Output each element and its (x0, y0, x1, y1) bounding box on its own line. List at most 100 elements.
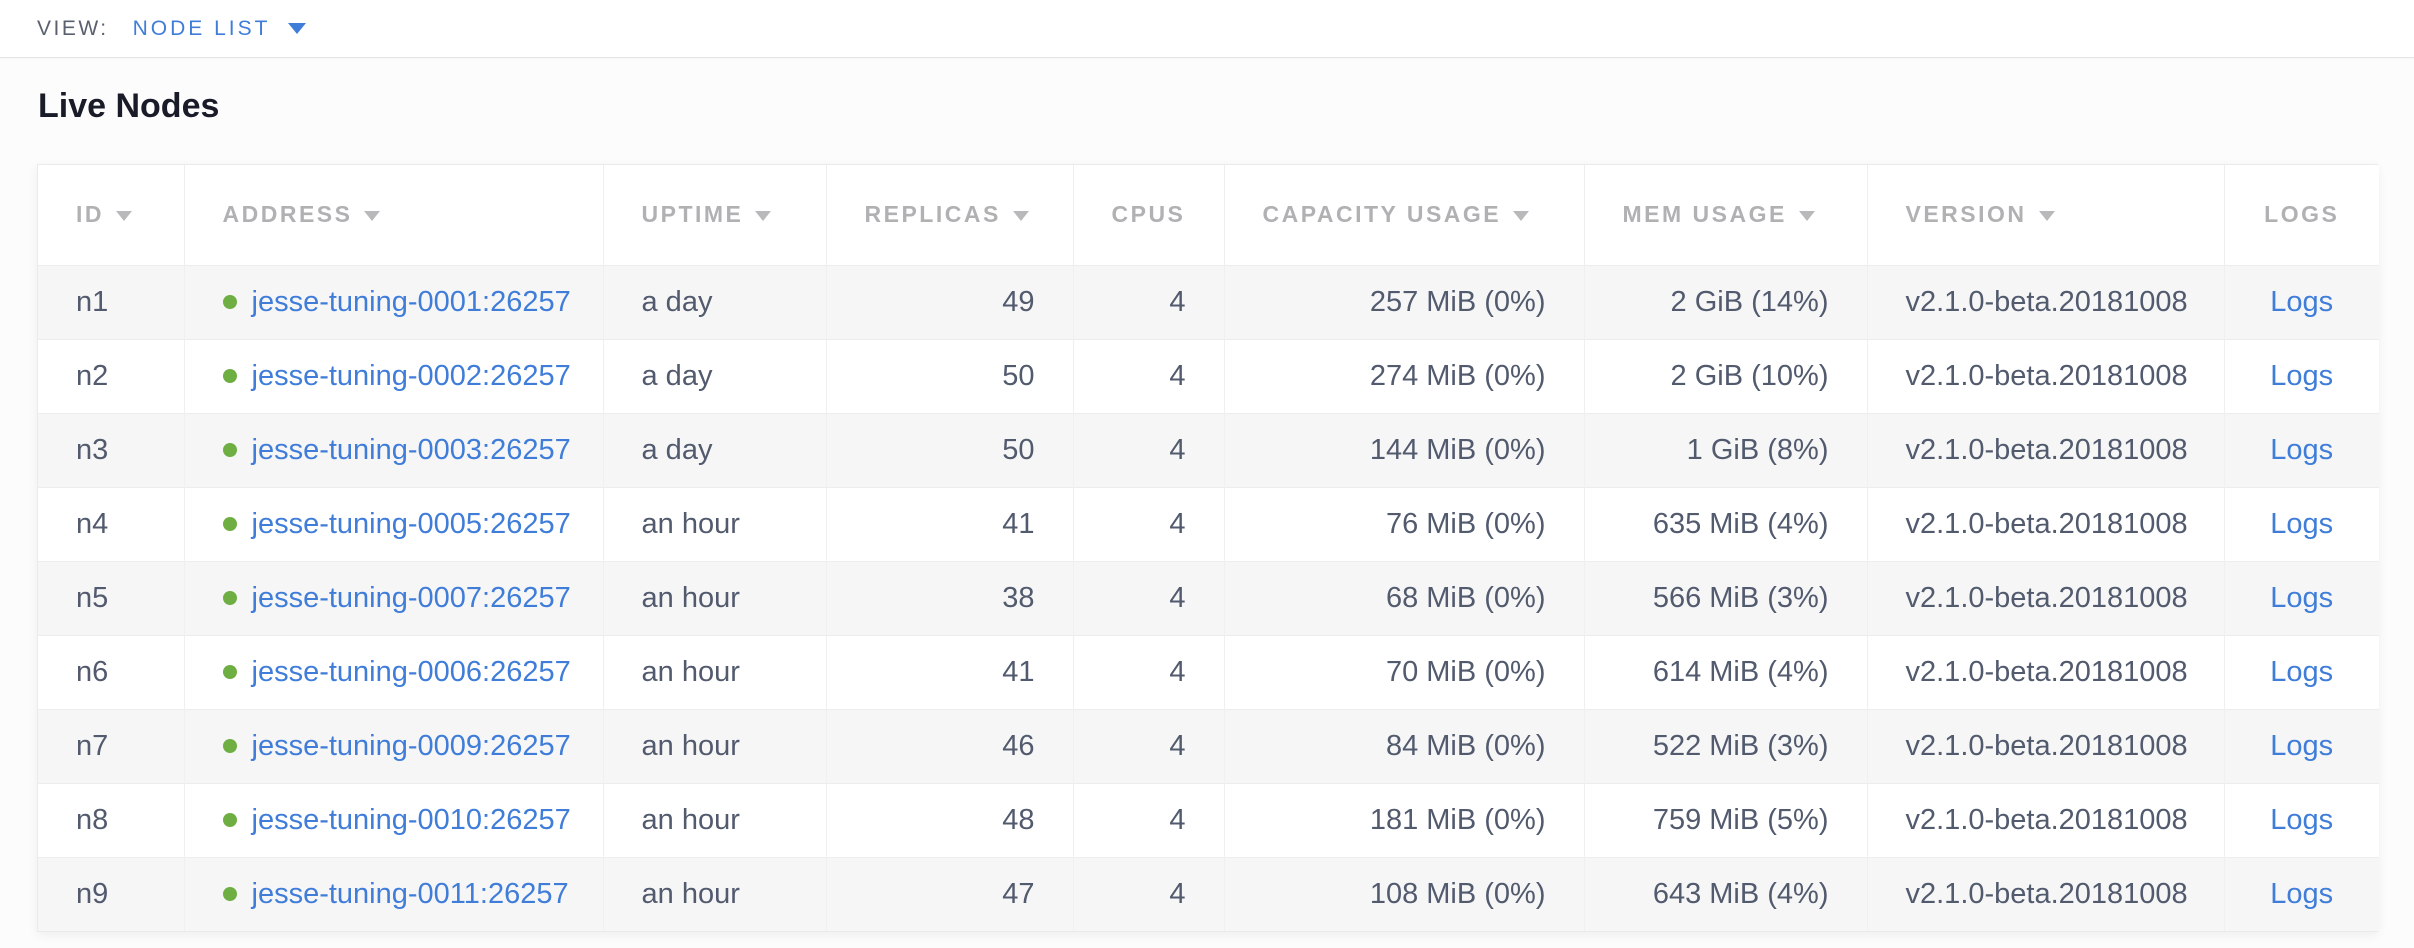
column-header-label: ID (76, 201, 104, 228)
logs-link[interactable]: Logs (2270, 433, 2334, 466)
column-header-mem-usage[interactable]: MEM USAGE (1584, 165, 1868, 265)
cell-address: jesse-tuning-0007:26257 (184, 560, 604, 635)
cell-replicas: 47 (826, 856, 1074, 931)
column-header-capacity-usage[interactable]: CAPACITY USAGE (1224, 165, 1585, 265)
healthy-dot-icon (222, 294, 237, 309)
cell-logs: Logs (2224, 782, 2379, 857)
sort-desc-icon (1798, 211, 1815, 222)
address-link[interactable]: jesse-tuning-0007:26257 (251, 581, 571, 614)
cell-version: v2.1.0-beta.20181008 (1867, 708, 2225, 783)
address-link[interactable]: jesse-tuning-0010:26257 (251, 803, 571, 836)
cell-address: jesse-tuning-0001:26257 (184, 264, 604, 339)
cell-version: v2.1.0-beta.20181008 (1867, 338, 2225, 413)
cell-mem-usage: 2 GiB (14%) (1584, 264, 1868, 339)
cell-node-id: n8 (38, 782, 185, 857)
cell-cpus: 4 (1073, 264, 1225, 339)
address-link[interactable]: jesse-tuning-0001:26257 (251, 285, 571, 318)
cell-logs: Logs (2224, 560, 2379, 635)
cell-replicas: 41 (826, 634, 1074, 709)
address-link[interactable]: jesse-tuning-0006:26257 (251, 655, 571, 688)
logs-link[interactable]: Logs (2270, 507, 2334, 540)
logs-link[interactable]: Logs (2270, 581, 2334, 614)
column-header-label: CAPACITY USAGE (1262, 201, 1502, 228)
logs-link[interactable]: Logs (2270, 877, 2334, 910)
cell-replicas: 38 (826, 560, 1074, 635)
cell-address: jesse-tuning-0006:26257 (184, 634, 604, 709)
column-header-label: ADDRESS (222, 201, 353, 228)
cell-uptime: a day (603, 264, 827, 339)
address-link[interactable]: jesse-tuning-0003:26257 (251, 433, 571, 466)
view-selector-dropdown[interactable]: NODE LIST (133, 17, 307, 41)
logs-link[interactable]: Logs (2270, 285, 2334, 318)
logs-link[interactable]: Logs (2270, 803, 2334, 836)
cell-uptime: an hour (603, 634, 827, 709)
sort-desc-icon (755, 211, 772, 222)
address-link[interactable]: jesse-tuning-0011:26257 (251, 877, 569, 910)
table-row: n7 jesse-tuning-0009:26257 an hour 46 4 … (38, 708, 2379, 783)
table-row: n8 jesse-tuning-0010:26257 an hour 48 4 … (38, 782, 2379, 857)
sort-desc-icon (364, 211, 381, 222)
cell-replicas: 41 (826, 486, 1074, 561)
address-link[interactable]: jesse-tuning-0002:26257 (251, 359, 571, 392)
address-link[interactable]: jesse-tuning-0005:26257 (251, 507, 571, 540)
cell-node-id: n6 (38, 634, 185, 709)
cell-address: jesse-tuning-0005:26257 (184, 486, 604, 561)
column-header-label: MEM USAGE (1622, 201, 1787, 228)
sort-desc-icon (1513, 211, 1530, 222)
cell-replicas: 46 (826, 708, 1074, 783)
cell-replicas: 50 (826, 338, 1074, 413)
chevron-down-icon (288, 23, 307, 34)
column-header-id[interactable]: ID (38, 165, 185, 265)
cell-address: jesse-tuning-0003:26257 (184, 412, 604, 487)
column-header-replicas[interactable]: REPLICAS (826, 165, 1074, 265)
table-header-row: ID ADDRESS UPTIME REPLICAS CPUS CAPACITY… (38, 165, 2379, 265)
cell-capacity-usage: 84 MiB (0%) (1224, 708, 1585, 783)
column-header-logs: LOGS (2224, 165, 2379, 265)
cell-address: jesse-tuning-0011:26257 (184, 856, 604, 931)
healthy-dot-icon (222, 516, 237, 531)
cell-cpus: 4 (1073, 412, 1225, 487)
cell-version: v2.1.0-beta.20181008 (1867, 486, 2225, 561)
cell-logs: Logs (2224, 412, 2379, 487)
column-header-label: UPTIME (641, 201, 744, 228)
live-nodes-table-card: ID ADDRESS UPTIME REPLICAS CPUS CAPACITY… (37, 164, 2379, 932)
cell-capacity-usage: 70 MiB (0%) (1224, 634, 1585, 709)
column-header-uptime[interactable]: UPTIME (603, 165, 827, 265)
column-header-version[interactable]: VERSION (1867, 165, 2225, 265)
table-row: n6 jesse-tuning-0006:26257 an hour 41 4 … (38, 634, 2379, 709)
cell-capacity-usage: 76 MiB (0%) (1224, 486, 1585, 561)
cell-logs: Logs (2224, 486, 2379, 561)
cell-uptime: an hour (603, 856, 827, 931)
cell-capacity-usage: 144 MiB (0%) (1224, 412, 1585, 487)
cell-mem-usage: 759 MiB (5%) (1584, 782, 1868, 857)
cell-version: v2.1.0-beta.20181008 (1867, 782, 2225, 857)
cell-logs: Logs (2224, 264, 2379, 339)
cell-replicas: 50 (826, 412, 1074, 487)
column-header-address[interactable]: ADDRESS (184, 165, 604, 265)
logs-link[interactable]: Logs (2270, 729, 2334, 762)
cell-logs: Logs (2224, 856, 2379, 931)
live-nodes-table: ID ADDRESS UPTIME REPLICAS CPUS CAPACITY… (38, 165, 2379, 931)
cell-mem-usage: 635 MiB (4%) (1584, 486, 1868, 561)
cell-node-id: n4 (38, 486, 185, 561)
cell-replicas: 48 (826, 782, 1074, 857)
cell-address: jesse-tuning-0002:26257 (184, 338, 604, 413)
cell-logs: Logs (2224, 338, 2379, 413)
cell-cpus: 4 (1073, 486, 1225, 561)
healthy-dot-icon (222, 664, 237, 679)
table-row: n9 jesse-tuning-0011:26257 an hour 47 4 … (38, 856, 2379, 931)
table-row: n1 jesse-tuning-0001:26257 a day 49 4 25… (38, 264, 2379, 339)
address-link[interactable]: jesse-tuning-0009:26257 (251, 729, 571, 762)
logs-link[interactable]: Logs (2270, 359, 2334, 392)
logs-link[interactable]: Logs (2270, 655, 2334, 688)
cell-mem-usage: 614 MiB (4%) (1584, 634, 1868, 709)
table-row: n5 jesse-tuning-0007:26257 an hour 38 4 … (38, 560, 2379, 635)
column-header-label: LOGS (2264, 201, 2340, 228)
healthy-dot-icon (222, 812, 237, 827)
cell-cpus: 4 (1073, 634, 1225, 709)
table-row: n2 jesse-tuning-0002:26257 a day 50 4 27… (38, 338, 2379, 413)
cell-capacity-usage: 181 MiB (0%) (1224, 782, 1585, 857)
cell-capacity-usage: 108 MiB (0%) (1224, 856, 1585, 931)
cell-uptime: an hour (603, 708, 827, 783)
cell-uptime: an hour (603, 782, 827, 857)
